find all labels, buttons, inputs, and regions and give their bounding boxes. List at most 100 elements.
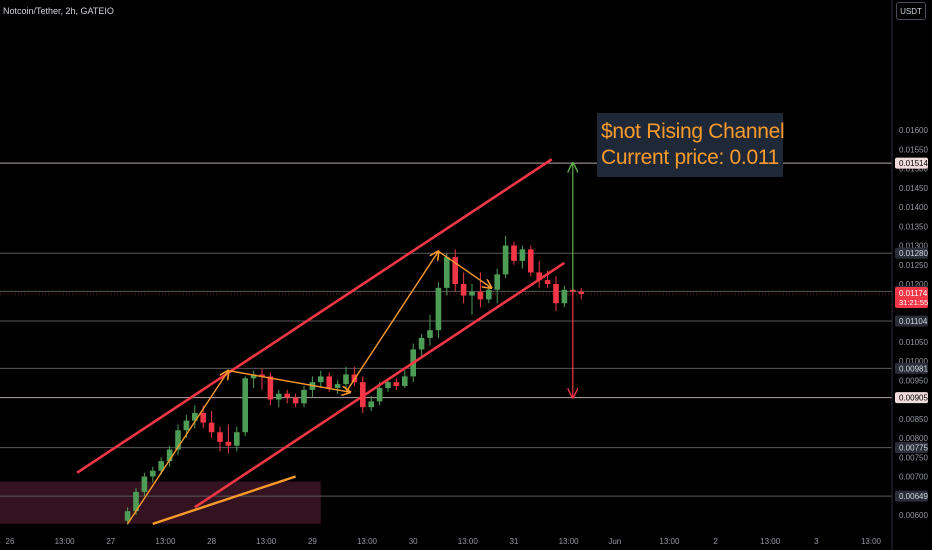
candle-body [141, 476, 148, 492]
candle-body [435, 287, 442, 331]
support-line [152, 475, 296, 525]
candle-body [192, 412, 198, 421]
candle-body [267, 376, 274, 400]
level-price-label: 0.00775 [899, 444, 928, 453]
time-axis-bg [0, 533, 892, 550]
level-price-tag [895, 442, 928, 454]
level-price-label: 0.00649 [899, 492, 928, 501]
y-tick-label: 0.01200 [899, 280, 928, 289]
level-price-tag [895, 315, 928, 327]
candle-body [276, 393, 282, 400]
y-tick-label: 0.00800 [899, 434, 928, 443]
candle-body [343, 374, 349, 385]
path-arrow [345, 251, 438, 393]
x-tick-label: 28 [207, 537, 216, 546]
candle-body [561, 289, 568, 304]
current-price-tag [895, 287, 928, 309]
level-price-label: 0.00905 [899, 394, 928, 403]
candle-body [284, 393, 290, 398]
channel-upper-line [76, 158, 553, 474]
candle-body [259, 374, 265, 377]
candle-body [460, 284, 467, 296]
demand-zone [0, 481, 321, 524]
channel-lower-line [194, 261, 566, 509]
candle-body [385, 382, 391, 388]
candle-body [217, 432, 223, 442]
annotation-line-2: Current price: 0.011 [601, 146, 780, 169]
candle-body [225, 441, 232, 446]
x-tick-label: 13:00 [55, 537, 76, 546]
candle-body [502, 245, 509, 275]
candle-body [494, 274, 500, 290]
candle-body [376, 387, 383, 402]
x-tick-label: 13:00 [458, 537, 479, 546]
y-tick-label: 0.00750 [899, 453, 928, 462]
candle-body [536, 272, 542, 281]
candle-body [402, 376, 408, 387]
candle-body [469, 291, 475, 296]
y-tick-label: 0.01000 [899, 357, 928, 366]
x-tick-label: 31 [510, 537, 519, 546]
candle-body [166, 449, 173, 462]
x-tick-label: 13:00 [559, 537, 580, 546]
y-tick-label: 0.01350 [899, 222, 928, 231]
path-arrow [438, 250, 491, 288]
currency-button[interactable]: USDT [896, 2, 926, 20]
x-tick-label: 13:00 [155, 537, 176, 546]
candle-body [418, 337, 425, 350]
x-tick-label: 13:00 [861, 537, 882, 546]
candle-body [150, 470, 156, 477]
candle-body [234, 432, 240, 446]
level-price-label: 0.01104 [899, 317, 928, 326]
y-tick-label: 0.01550 [899, 145, 928, 154]
level-price-label: 0.00981 [899, 364, 928, 373]
path-arrow [228, 369, 350, 393]
level-price-label: 0.01280 [899, 249, 928, 258]
level-price-tag [895, 392, 928, 404]
y-tick-label: 0.01050 [899, 338, 928, 347]
y-tick-label: 0.00950 [899, 376, 928, 385]
candle-body [208, 422, 215, 433]
x-tick-label: 13:00 [256, 537, 277, 546]
candle-body [200, 412, 206, 423]
y-tick-label: 0.01600 [899, 126, 928, 135]
countdown-label: 31:21:55 [899, 298, 928, 307]
candle-body [578, 291, 584, 295]
x-tick-label: 2 [713, 537, 718, 546]
level-price-tag [895, 157, 928, 169]
annotation-box[interactable]: $not Rising Channel Current price: 0.011 [597, 113, 785, 177]
candle-body [318, 376, 324, 383]
symbol-title: Notcoin/Tether, 2h, GATEIO [3, 6, 114, 16]
candle-body [528, 249, 534, 273]
y-tick-label: 0.00600 [899, 511, 928, 520]
candle-body [511, 245, 517, 261]
candle-body [175, 430, 181, 450]
level-price-tag [895, 247, 928, 259]
candle-body [158, 461, 164, 471]
x-tick-label: 29 [308, 537, 317, 546]
candle-body [326, 376, 332, 388]
candle-body [519, 249, 526, 261]
x-tick-label: 13:00 [659, 537, 680, 546]
candle-body [183, 420, 190, 431]
level-price-tag [895, 490, 928, 502]
annotation-line-1: $not Rising Channel [601, 120, 785, 143]
candle-body [393, 382, 400, 387]
y-tick-label: 0.01300 [899, 242, 928, 251]
x-tick-label: 26 [6, 537, 15, 546]
y-tick-label: 0.01250 [899, 261, 928, 270]
candle-body [452, 257, 458, 284]
x-tick-label: 13:00 [760, 537, 781, 546]
candle-body [292, 397, 299, 404]
candle-body [368, 401, 374, 408]
candle-body [486, 289, 492, 300]
level-price-label: 0.01514 [899, 159, 928, 168]
y-tick-label: 0.00850 [899, 415, 928, 424]
candle-body [334, 384, 341, 388]
candle-body [553, 284, 559, 304]
price-axis-bg [892, 0, 932, 550]
candle-body [477, 291, 484, 300]
candle-body [427, 330, 433, 338]
